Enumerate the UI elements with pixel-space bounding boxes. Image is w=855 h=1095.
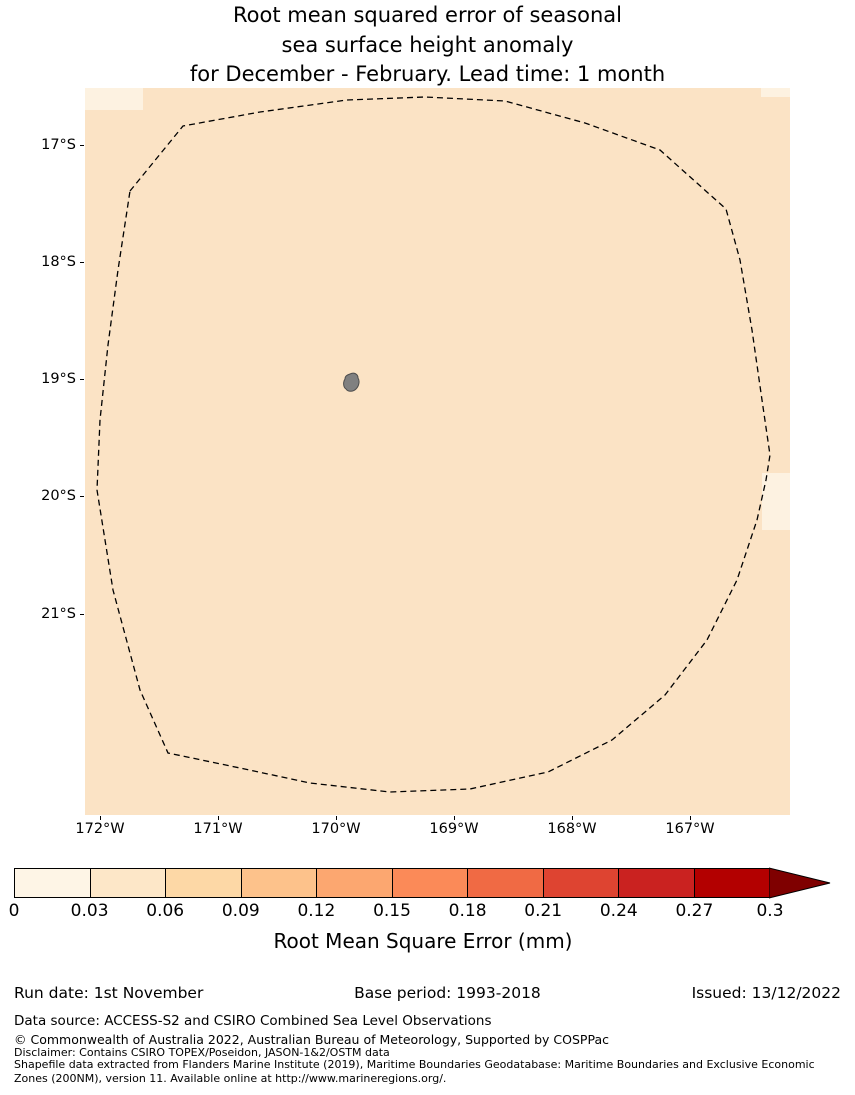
low-rmse-patch: [762, 473, 790, 530]
page-title: Root mean squared error of seasonal sea …: [0, 1, 855, 90]
copyright-text: © Commonwealth of Australia 2022, Austra…: [14, 1032, 609, 1047]
tick-mark: [217, 816, 219, 820]
x-axis-tick-label: 170°W: [311, 821, 361, 837]
low-rmse-patch: [85, 88, 143, 110]
y-axis-tick-label: 21°S: [41, 606, 76, 622]
colorbar-segment: [392, 869, 468, 897]
tick-mark: [571, 816, 573, 820]
y-axis-tick-label: 19°S: [41, 371, 76, 387]
disclaimer-text: Disclaimer: Contains CSIRO TOPEX/Poseido…: [14, 1046, 390, 1059]
run-info-row: Run date: 1st November Base period: 1993…: [14, 984, 841, 1002]
x-axis-tick-label: 172°W: [75, 821, 125, 837]
tick-mark: [99, 816, 101, 820]
base-period: Base period: 1993-2018: [354, 984, 541, 1002]
x-axis-tick-label: 171°W: [193, 821, 243, 837]
tick-mark: [689, 816, 691, 820]
tick-mark: [80, 261, 84, 263]
issued-date: Issued: 13/12/2022: [691, 984, 841, 1002]
x-axis-tick-label: 167°W: [665, 821, 715, 837]
rmse-field-background: [85, 88, 790, 815]
tick-mark: [80, 378, 84, 380]
shapefile-attribution-text: Shapefile data extracted from Flanders M…: [14, 1058, 815, 1085]
data-source-text: Data source: ACCESS-S2 and CSIRO Combine…: [14, 1013, 492, 1029]
tick-mark: [80, 613, 84, 615]
low-rmse-patch: [761, 88, 790, 97]
tick-mark: [453, 816, 455, 820]
tick-mark: [335, 816, 337, 820]
run-date: Run date: 1st November: [14, 984, 204, 1002]
island-shape: [343, 372, 360, 392]
colorbar-segment: [317, 869, 393, 897]
colorbar-segment: [241, 869, 317, 897]
colorbar-label: Root Mean Square Error (mm): [273, 929, 573, 953]
colorbar-tick: 0.06: [146, 901, 185, 921]
colorbar-segment: [543, 869, 619, 897]
colorbar-tick: 0.15: [373, 901, 411, 921]
x-axis-tick-label: 168°W: [547, 821, 597, 837]
map-plot-area: [85, 88, 790, 815]
colorbar-tick: 0.09: [221, 901, 260, 921]
colorbar-tick: 0.21: [524, 901, 563, 921]
y-axis-tick-label: 20°S: [41, 488, 76, 504]
colorbar-segment: [694, 869, 769, 897]
colorbar-tick: 0.18: [448, 901, 487, 921]
colorbar-segment: [468, 869, 544, 897]
tick-mark: [80, 495, 84, 497]
tick-mark: [80, 144, 84, 146]
y-axis-tick-label: 17°S: [41, 137, 76, 153]
title-line-3: for December - February. Lead time: 1 mo…: [189, 62, 666, 86]
colorbar-arrow: [769, 867, 831, 899]
colorbar-segment: [15, 869, 91, 897]
colorbar-tick: 0.24: [599, 901, 638, 921]
colorbar-segment: [166, 869, 242, 897]
eez-boundary-line: [96, 96, 771, 793]
x-axis-tick-label: 169°W: [429, 821, 479, 837]
colorbar-tick: 0: [8, 901, 20, 921]
title-line-2: sea surface height anomaly: [281, 32, 574, 57]
title-line-1: Root mean squared error of seasonal: [233, 3, 622, 27]
colorbar-segment: [90, 869, 166, 897]
y-axis-tick-label: 18°S: [41, 254, 76, 270]
colorbar-segment: [619, 869, 695, 897]
colorbar-tick: 0.12: [297, 901, 336, 921]
colorbar-tick: 0.3: [756, 901, 784, 921]
colorbar-tick: 0.03: [70, 901, 109, 921]
colorbar-tick: 0.27: [675, 901, 714, 921]
map-canvas: [85, 88, 790, 815]
colorbar: [14, 868, 770, 898]
